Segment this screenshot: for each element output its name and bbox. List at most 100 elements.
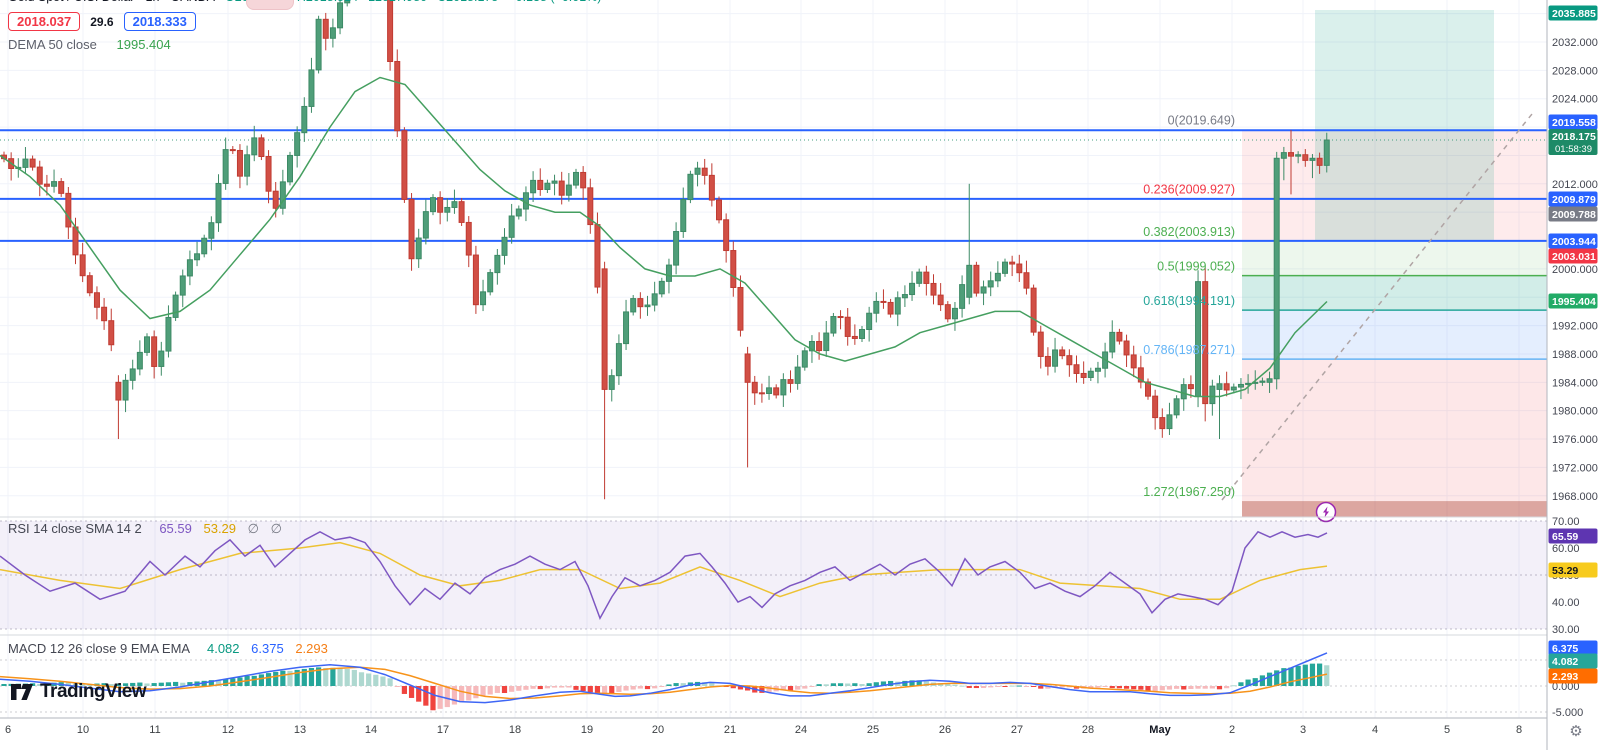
svg-text:4.082: 4.082 <box>1552 656 1578 668</box>
macd-signal-value: 2.293 <box>295 641 328 656</box>
svg-text:12: 12 <box>222 724 234 736</box>
svg-text:2.293: 2.293 <box>1552 671 1578 683</box>
macd-line-value: 6.375 <box>251 641 284 656</box>
rsi-pane[interactable] <box>0 520 1547 630</box>
gear-icon[interactable]: ⚙ <box>1569 723 1583 740</box>
svg-text:1968.000: 1968.000 <box>1552 491 1598 503</box>
time-axis[interactable]: 6 10 11 12 13 14 17 18 19 20 21 24 25 26 27 28 May 2 3 4 5 8 <box>5 724 1522 736</box>
svg-text:17: 17 <box>437 724 449 736</box>
axis-badge: 2.293 <box>1548 668 1598 684</box>
svg-text:2032.000: 2032.000 <box>1552 37 1598 49</box>
axis-badge: 2003.031 <box>1548 248 1598 264</box>
svg-text:65.59: 65.59 <box>1552 531 1578 543</box>
svg-text:-5.000: -5.000 <box>1552 707 1583 719</box>
svg-text:14: 14 <box>365 724 377 736</box>
svg-text:1976.000: 1976.000 <box>1552 434 1598 446</box>
svg-text:70.00: 70.00 <box>1552 516 1580 528</box>
svg-text:May: May <box>1149 724 1171 736</box>
price-axis-background[interactable] <box>1547 0 1600 750</box>
axis-badge: 2009.879 <box>1548 191 1598 207</box>
svg-text:1992.000: 1992.000 <box>1552 321 1598 333</box>
axis-badge: 4.082 <box>1548 653 1598 669</box>
svg-text:2003.031: 2003.031 <box>1552 251 1596 263</box>
price-axis-ticks[interactable]: 2032.000 2028.000 2024.000 2012.000 2000.000… <box>1552 37 1598 719</box>
svg-text:2024.000: 2024.000 <box>1552 94 1598 106</box>
rsi-sma-value: 53.29 <box>203 521 237 536</box>
svg-text:18: 18 <box>509 724 521 736</box>
svg-text:6.375: 6.375 <box>1552 643 1578 655</box>
svg-text:25: 25 <box>867 724 879 736</box>
svg-text:60.00: 60.00 <box>1552 543 1580 555</box>
svg-text:19: 19 <box>581 724 593 736</box>
svg-text:0.786(1987.271): 0.786(1987.271) <box>1143 343 1235 357</box>
axis-badge: 53.29 <box>1548 562 1598 578</box>
svg-text:1995.404: 1995.404 <box>1552 296 1596 308</box>
axis-badge: 1995.404 <box>1548 293 1598 309</box>
sell-button[interactable]: 2018.037 <box>8 12 81 31</box>
svg-text:1.272(1967.250): 1.272(1967.250) <box>1143 485 1235 499</box>
macd-pane[interactable] <box>0 634 1547 713</box>
macd-indicator-legend[interactable]: MACD 12 26 close 9 EMA EMA 4.082 6.375 2… <box>8 641 328 656</box>
svg-text:30.00: 30.00 <box>1552 624 1580 636</box>
axis-badge: 6.375 <box>1548 640 1598 656</box>
buy-button[interactable]: 2018.333 <box>123 12 196 31</box>
svg-text:21: 21 <box>724 724 736 736</box>
svg-text:4: 4 <box>1372 724 1378 736</box>
rsi-value: 65.59 <box>159 521 192 536</box>
svg-text:0.5(1999.052): 0.5(1999.052) <box>1157 260 1235 274</box>
svg-text:2028.000: 2028.000 <box>1552 65 1598 77</box>
svg-text:1984.000: 1984.000 <box>1552 377 1598 389</box>
axis-badge: 2035.885 <box>1548 5 1598 21</box>
vertical-gridlines <box>7 0 1520 718</box>
svg-text:1972.000: 1972.000 <box>1552 462 1598 474</box>
svg-text:40.00: 40.00 <box>1552 597 1580 609</box>
exchange-logo-pill <box>246 0 294 10</box>
macd-hist-value: 4.082 <box>206 641 240 656</box>
svg-text:2019.558: 2019.558 <box>1552 117 1596 129</box>
svg-text:1988.000: 1988.000 <box>1552 349 1598 361</box>
tradingview-logo-text: TradingView <box>40 681 147 702</box>
svg-text:3: 3 <box>1300 724 1306 736</box>
svg-text:2003.944: 2003.944 <box>1552 236 1596 248</box>
svg-text:24: 24 <box>795 724 807 736</box>
rsi-line <box>0 530 1328 620</box>
rsi-indicator-legend[interactable]: RSI 14 close SMA 14 2 65.59 53.29 ∅ ∅ <box>8 521 282 537</box>
ohlc-close: C2018.175 <box>437 0 498 4</box>
lightning-marker-icon[interactable] <box>1315 501 1337 523</box>
svg-text:2012.000: 2012.000 <box>1552 179 1598 191</box>
svg-text:2000.000: 2000.000 <box>1552 264 1598 276</box>
candlesticks <box>1 0 1330 500</box>
svg-text:2: 2 <box>1229 724 1235 736</box>
macd-label: MACD 12 26 close 9 EMA EMA <box>8 641 190 656</box>
ohlc-low: L2017.980 <box>368 0 427 4</box>
svg-text:2035.885: 2035.885 <box>1552 8 1596 20</box>
rsi-label: RSI 14 close SMA 14 2 <box>8 521 142 536</box>
svg-text:20: 20 <box>652 724 664 736</box>
quote-panel: 2018.037 29.6 2018.333 <box>8 12 196 31</box>
svg-text:2018.175: 2018.175 <box>1552 131 1596 143</box>
symbol-title[interactable]: Gold Spot / U.S. Dollar · 1h · OANDA <box>8 0 215 4</box>
spread-value: 29.6 <box>90 14 114 29</box>
svg-text:11: 11 <box>149 724 160 736</box>
main-price-pane[interactable] <box>0 0 1547 518</box>
svg-text:0.382(2003.913): 0.382(2003.913) <box>1143 225 1235 239</box>
axis-badge: 2009.788 <box>1548 206 1598 222</box>
ohlc-change: +0.138 (+0.01%) <box>508 0 601 4</box>
dema-indicator-legend[interactable]: DEMA 50 close 1995.404 <box>8 37 171 52</box>
svg-text:28: 28 <box>1082 724 1094 736</box>
svg-text:5: 5 <box>1444 724 1450 736</box>
svg-text:8: 8 <box>1516 724 1522 736</box>
fib-level-labels: 0(2019.649) 0.236(2009.927) 0.382(2003.913… <box>1143 114 1235 500</box>
dema-line[interactable] <box>0 76 1328 398</box>
symbol-title-row[interactable]: Gold Spot / U.S. Dollar · 1h · OANDA O20… <box>8 0 601 4</box>
svg-text:0.000: 0.000 <box>1552 681 1580 693</box>
trendline-dashed[interactable] <box>1221 113 1533 501</box>
svg-text:0.236(2009.927): 0.236(2009.927) <box>1143 182 1235 196</box>
svg-text:6: 6 <box>5 724 11 736</box>
axis-badge: 2003.944 <box>1548 233 1598 249</box>
tradingview-logo[interactable]: TradingView <box>10 681 147 703</box>
projection-box[interactable] <box>1315 10 1494 242</box>
